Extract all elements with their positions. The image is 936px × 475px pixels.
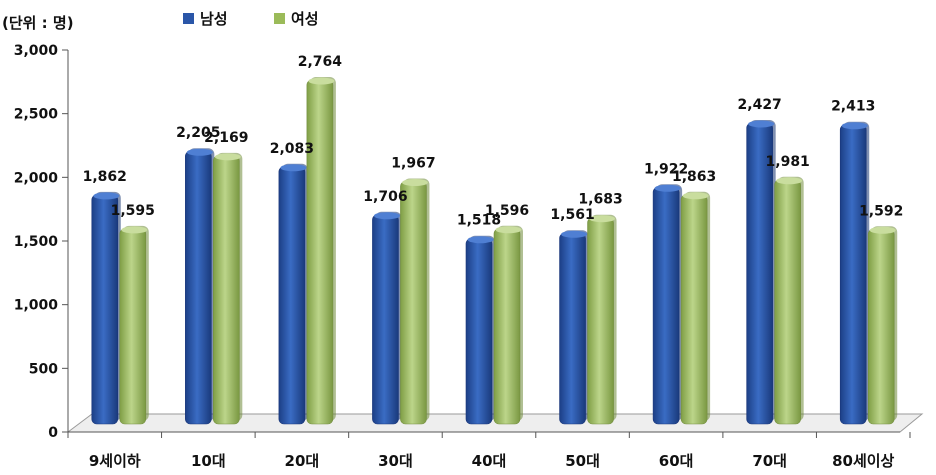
bar-male <box>91 194 119 425</box>
bar-female <box>867 228 895 425</box>
x-tick-label: 30대 <box>378 452 413 470</box>
bar-female <box>400 181 427 425</box>
y-tick-label: 1,500 <box>14 234 59 250</box>
bar-top <box>495 226 522 234</box>
data-label: 2,205 <box>176 125 220 141</box>
bar-top <box>93 192 120 200</box>
bar-top <box>467 236 494 244</box>
x-tick-label: 20대 <box>285 452 320 470</box>
data-label: 1,706 <box>363 189 407 205</box>
data-label: 1,683 <box>578 192 622 208</box>
bar-top <box>682 192 709 200</box>
data-label: 1,862 <box>83 169 127 185</box>
bar-male <box>559 232 586 425</box>
x-tick-label: 9세이하 <box>89 452 141 470</box>
legend-swatch-male <box>183 13 194 24</box>
bar-top <box>373 212 400 220</box>
bar-top <box>308 77 335 85</box>
x-tick-label: 70대 <box>752 452 787 470</box>
bar-top <box>869 226 896 234</box>
bar-male <box>185 150 212 425</box>
bar-top <box>401 179 428 187</box>
bar-top <box>280 164 307 172</box>
y-tick-label: 0 <box>48 425 58 441</box>
bar-top <box>561 230 588 238</box>
bar-top <box>841 122 868 130</box>
data-label: 1,981 <box>766 154 810 170</box>
bar-female <box>119 228 147 425</box>
data-label: 1,595 <box>111 203 155 219</box>
x-tick-label: 80세이상 <box>832 452 894 470</box>
data-label: 1,592 <box>859 203 903 219</box>
bar-male <box>652 186 680 425</box>
data-label: 1,922 <box>644 161 688 177</box>
y-tick-label: 3,000 <box>14 43 59 59</box>
data-label: 1,596 <box>485 203 529 219</box>
bar-top <box>589 215 616 223</box>
bar-female <box>774 179 801 425</box>
unit-label: (단위 : 명) <box>2 14 74 32</box>
bar-top <box>654 184 681 192</box>
bar-top <box>748 120 775 128</box>
y-tick-label: 2,500 <box>14 107 59 123</box>
bar-female <box>493 228 521 425</box>
data-label: 2,083 <box>270 141 314 157</box>
bar-top <box>186 148 213 156</box>
data-label: 2,169 <box>204 130 248 146</box>
bar-male <box>465 238 493 425</box>
bar-male <box>839 124 867 425</box>
x-tick-label: 40대 <box>472 452 507 470</box>
bar-male <box>372 214 399 425</box>
data-label: 2,413 <box>831 99 875 115</box>
y-tick-label: 2,000 <box>14 170 59 186</box>
bar-female <box>680 194 708 425</box>
x-tick-label: 10대 <box>191 452 226 470</box>
x-tick-label: 60대 <box>659 452 694 470</box>
data-label: 1,967 <box>391 156 435 172</box>
bar-top <box>121 226 148 234</box>
data-label: 1,863 <box>672 169 716 185</box>
bar-male <box>278 166 306 425</box>
y-tick-label: 1,000 <box>14 298 59 314</box>
legend-label-male: 남성 <box>200 10 228 28</box>
legend-item-male: 남성 <box>183 8 228 29</box>
bar-female <box>306 79 334 425</box>
bar-female <box>587 217 614 425</box>
data-label: 2,427 <box>738 97 782 113</box>
legend-label-female: 여성 <box>291 10 319 28</box>
x-tick-label: 50대 <box>565 452 600 470</box>
bar-female <box>213 155 240 425</box>
legend-swatch-female <box>274 13 285 24</box>
y-tick-label: 500 <box>29 361 58 377</box>
data-label: 2,764 <box>298 54 343 70</box>
data-label: 1,561 <box>550 207 594 223</box>
data-label: 1,518 <box>457 213 501 229</box>
bar-top <box>776 177 803 185</box>
bar-top <box>214 153 241 161</box>
legend-item-female: 여성 <box>274 8 319 29</box>
